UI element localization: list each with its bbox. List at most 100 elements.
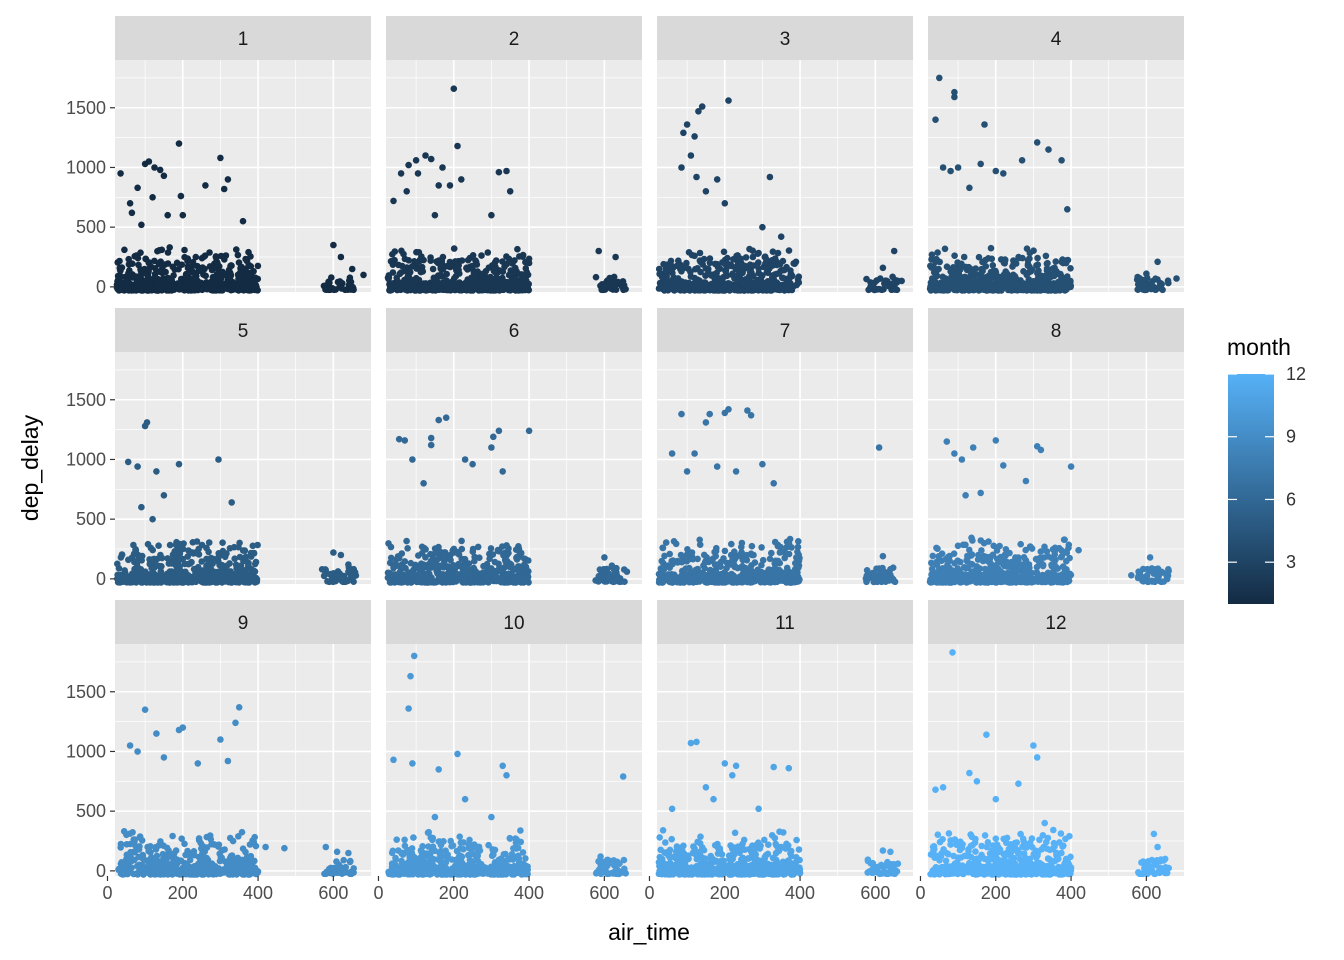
scatter-point — [702, 572, 709, 579]
scatter-point — [117, 267, 124, 275]
dense-point-cloud — [113, 244, 357, 294]
scatter-point — [764, 258, 771, 266]
scatter-point — [166, 244, 173, 251]
scatter-point — [525, 579, 532, 586]
scatter-point-outlier — [678, 410, 685, 418]
scatter-point — [513, 556, 521, 563]
scatter-point-outlier — [446, 182, 454, 189]
facet-panel-2: 2 — [384, 16, 642, 294]
scatter-point — [125, 255, 132, 263]
scatter-point — [164, 249, 172, 256]
scatter-point — [764, 269, 772, 277]
scatter-point — [965, 263, 973, 271]
scatter-point-outlier — [770, 480, 777, 487]
scatter-point-outlier — [777, 233, 785, 240]
scatter-point — [415, 552, 422, 559]
scatter-point — [171, 579, 179, 586]
scatter-point — [738, 576, 745, 584]
scatter-point — [238, 566, 245, 574]
scatter-point — [776, 286, 784, 294]
scatter-point — [328, 274, 335, 281]
scatter-point — [452, 577, 460, 584]
scatter-point — [680, 571, 688, 578]
scatter-point — [113, 281, 121, 289]
scatter-point — [999, 273, 1007, 281]
scatter-point — [974, 556, 982, 563]
scatter-point — [513, 578, 520, 585]
scatter-point — [207, 285, 215, 292]
scatter-point-outlier — [612, 253, 619, 261]
scatter-point — [241, 547, 249, 554]
scatter-point — [972, 567, 980, 574]
scatter-point-outlier — [414, 170, 422, 177]
scatter-point — [501, 572, 509, 579]
scatter-point-outlier — [156, 166, 164, 174]
scatter-point — [388, 286, 395, 294]
scatter-point — [1015, 285, 1023, 292]
scatter-point-outlier — [1000, 170, 1007, 177]
scatter-point — [731, 284, 739, 292]
scatter-point — [766, 555, 774, 563]
scatter-point — [514, 245, 521, 253]
scatter-point — [455, 560, 463, 568]
scatter-point — [720, 248, 728, 256]
scatter-point — [468, 579, 475, 586]
scatter-point — [227, 272, 235, 279]
scatter-point — [416, 286, 424, 294]
scatter-point — [730, 553, 738, 561]
scatter-point — [384, 574, 392, 581]
scatter-point — [495, 560, 502, 568]
scatter-point — [432, 277, 439, 284]
scatter-point — [934, 249, 941, 256]
scatter-point — [137, 571, 144, 579]
scatter-point — [125, 261, 133, 268]
scatter-point — [439, 266, 447, 273]
scatter-point — [468, 274, 475, 282]
scatter-point — [395, 554, 403, 562]
scatter-point — [173, 569, 181, 576]
scatter-point-outlier — [608, 562, 616, 569]
scatter-point-outlier — [683, 468, 691, 475]
scatter-point — [997, 553, 1004, 561]
scatter-point — [596, 566, 604, 573]
scatter-point — [774, 249, 782, 257]
scatter-point — [1027, 268, 1035, 275]
scatter-point — [1002, 573, 1010, 580]
scatter-point — [742, 254, 750, 261]
scatter-point — [409, 277, 416, 284]
scatter-point — [989, 262, 997, 269]
scatter-point — [750, 551, 757, 559]
scatter-point — [783, 285, 791, 292]
scatter-point-outlier — [939, 164, 947, 171]
scatter-point-outlier — [683, 121, 691, 128]
scatter-point — [439, 253, 447, 261]
scatter-point — [890, 576, 897, 583]
scatter-point — [775, 270, 783, 277]
scatter-point-outlier — [450, 85, 458, 92]
scatter-point — [970, 286, 978, 294]
scatter-point — [237, 263, 245, 271]
scatter-point — [769, 272, 777, 279]
scatter-point — [760, 286, 767, 294]
scatter-point — [235, 282, 243, 290]
facet-strip-label: 1 — [238, 29, 249, 50]
scatter-point-outlier — [875, 444, 883, 451]
scatter-point — [347, 286, 355, 293]
scatter-point — [789, 571, 797, 579]
scatter-point — [748, 542, 756, 550]
facet-panel-5: 5 — [114, 308, 371, 586]
scatter-point — [155, 284, 162, 291]
scatter-point-outlier — [977, 489, 984, 497]
scatter-point — [1065, 577, 1073, 585]
scatter-point — [488, 286, 495, 293]
scatter-point — [245, 261, 252, 269]
scatter-point — [781, 266, 788, 274]
scatter-point-outlier — [202, 182, 209, 189]
scatter-point-outlier — [469, 460, 476, 468]
scatter-point — [145, 287, 152, 294]
scatter-point-outlier — [879, 264, 887, 272]
scatter-point — [523, 268, 530, 276]
scatter-point — [737, 255, 745, 263]
scatter-point-outlier — [228, 499, 235, 506]
scatter-point — [1043, 265, 1051, 272]
